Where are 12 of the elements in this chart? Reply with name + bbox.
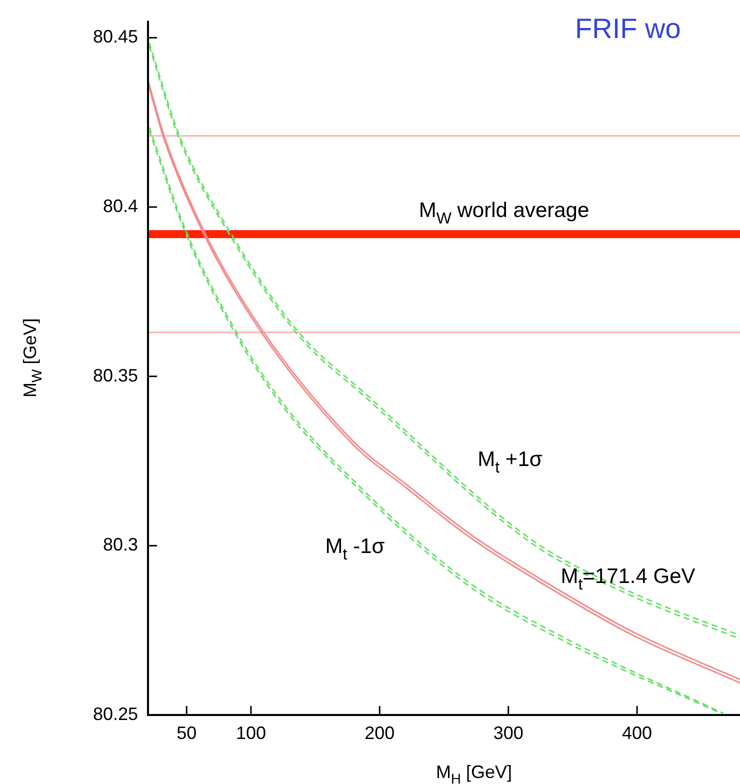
y-tick-label: 80.25 (92, 704, 138, 724)
x-tick-label: 100 (236, 722, 266, 743)
x-tick-label: 400 (622, 722, 652, 743)
y-tick-label: 80.45 (92, 26, 138, 47)
x-tick-label: 300 (493, 722, 524, 743)
chart-title: FRIF wo (575, 13, 681, 44)
x-tick-label: 200 (364, 722, 395, 743)
y-tick-label: 80.4 (102, 196, 138, 216)
y-tick-label: 80.35 (92, 365, 138, 386)
y-tick-label: 80.3 (102, 534, 138, 555)
x-tick-label: 50 (176, 722, 197, 743)
y-axis-title: MW [GeV] (20, 318, 44, 398)
